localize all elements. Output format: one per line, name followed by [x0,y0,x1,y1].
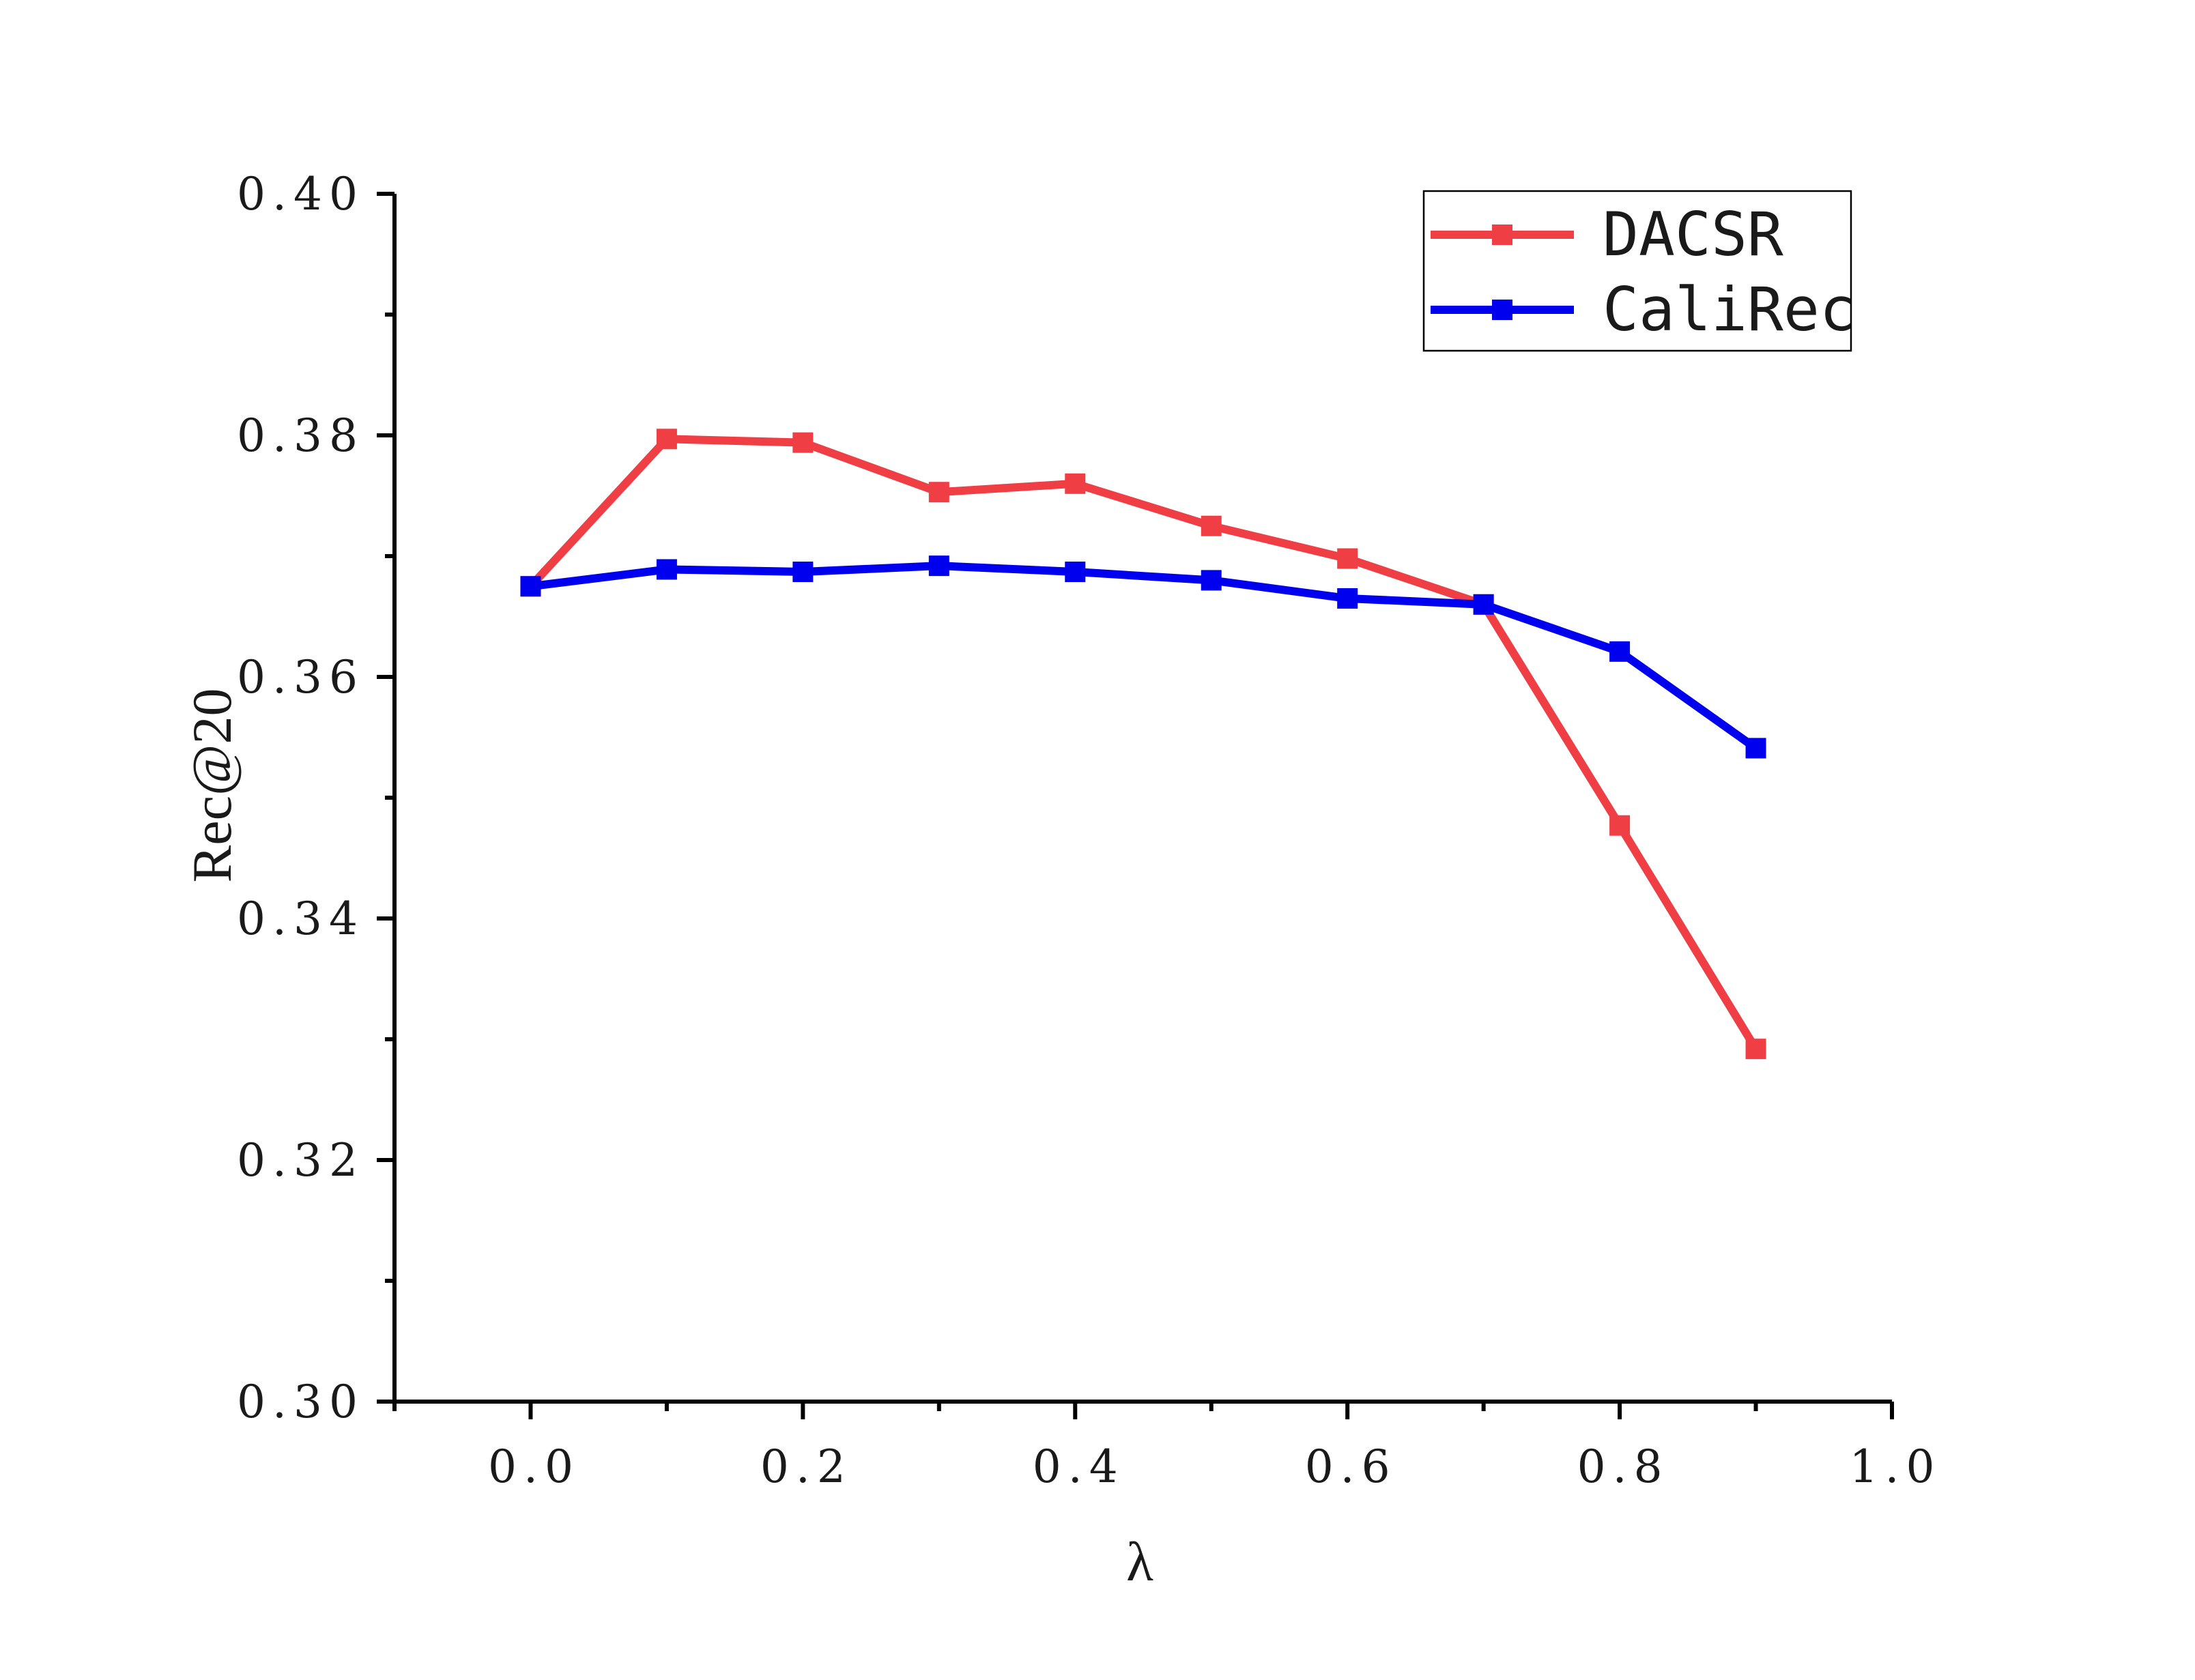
tick-labels: 0.30 0.32 0.34 0.36 0.38 0.40 0.0 0.2 0.4 0.6 0.8 1… [237,168,1942,1493]
series-line-dacsr [528,435,1760,1052]
x-tick-label: 0.2 [760,1440,852,1493]
x-tick-label: 1.0 [1850,1440,1942,1493]
series-line-calirec [530,562,1759,752]
data-point-dacsr [792,432,814,453]
data-point-calirec [928,555,949,577]
y-tick-label: 0.32 [237,1134,364,1187]
x-tick-label: 0.4 [1033,1440,1125,1493]
x-axis-title: λ [1126,1531,1153,1593]
legend-marker-calirec [1492,300,1512,320]
legend-label-calirec: CaliRec [1603,274,1856,345]
data-point-calirec [1745,738,1766,759]
legend-marker-dacsr [1492,225,1512,245]
data-point-calirec [1065,562,1086,583]
data-point-dacsr [928,482,949,503]
data-point-calirec [520,576,541,597]
data-point-dacsr [1065,473,1086,494]
x-tick-label: 0.8 [1577,1440,1669,1493]
axes [392,194,1892,1404]
data-point-calirec [1337,588,1358,609]
x-tick-label: 0.0 [488,1440,580,1493]
data-point-dacsr [1337,548,1358,569]
y-tick-label: 0.34 [237,893,364,945]
data-point-dacsr [1745,1039,1766,1060]
y-tick-label: 0.30 [237,1376,364,1428]
series-layer [520,429,1766,1060]
y-tick-label: 0.40 [237,168,364,220]
data-point-calirec [1473,594,1494,615]
y-tick-label: 0.36 [237,651,364,704]
data-point-dacsr [1201,515,1222,536]
y-tick-label: 0.38 [237,409,364,462]
legend-label-dacsr: DACSR [1603,199,1783,270]
data-point-calirec [656,559,677,580]
y-axis-title: Rec@20 [181,689,243,883]
series-dacsr [520,429,1766,1060]
x-tick-label: 0.6 [1305,1440,1397,1493]
data-point-dacsr [656,429,677,450]
data-point-calirec [1201,570,1222,591]
data-point-dacsr [1609,815,1631,836]
series-calirec [520,555,1766,759]
legend-box [1422,190,1852,352]
data-point-calirec [792,562,814,583]
data-point-calirec [1609,641,1631,662]
ticks [377,192,1894,1419]
legend: DACSR CaliRec [1422,190,1856,352]
